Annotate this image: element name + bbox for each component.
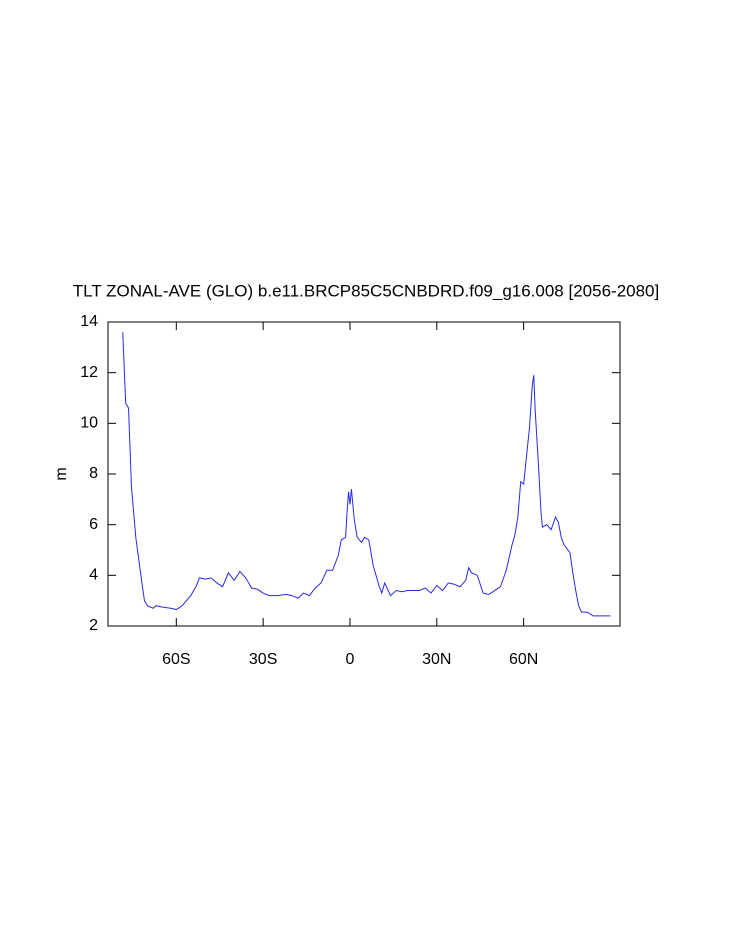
y-tick-label: 2 (89, 617, 98, 634)
x-tick-label: 30S (249, 651, 277, 668)
x-tick-label: 0 (346, 651, 355, 668)
plot-frame (107, 321, 621, 627)
y-tick-label: 8 (89, 465, 98, 482)
x-tick-label: 60N (509, 651, 538, 668)
y-tick-label: 12 (80, 364, 98, 381)
chart-title: TLT ZONAL-AVE (GLO) b.e11.BRCP85C5CNBDRD… (73, 281, 659, 300)
y-axis-label: m (53, 467, 70, 480)
x-tick-label: 60S (162, 651, 190, 668)
y-tick-label: 4 (89, 567, 98, 584)
y-tick-label: 14 (80, 313, 98, 330)
x-tick-label: 30N (422, 651, 451, 668)
data-line (122, 332, 611, 617)
y-tick-label: 10 (80, 415, 98, 432)
y-tick-label: 6 (89, 516, 98, 533)
